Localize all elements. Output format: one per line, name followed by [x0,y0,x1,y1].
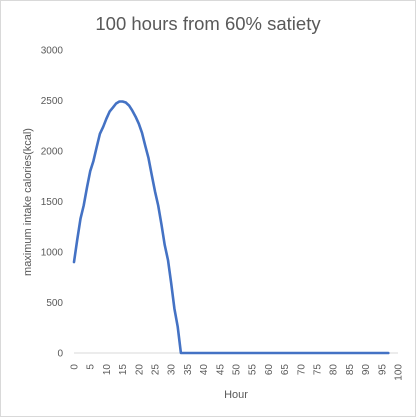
x-tick-label: 25 [151,364,162,376]
x-tick-label: 100 [394,364,405,381]
y-tick-label: 2000 [41,147,64,158]
x-tick-label: 35 [183,364,194,376]
x-tick-label: 55 [248,364,259,376]
y-tick-label: 500 [46,298,63,309]
x-tick-label: 75 [313,364,324,376]
series-line [72,100,390,355]
x-tick-label: 20 [134,364,145,376]
y-axis-title: maximum intake calories(kcal) [22,128,34,276]
x-tick-label: 30 [167,364,178,376]
x-tick-label: 50 [232,364,243,376]
x-tick-label: 5 [86,364,97,370]
x-tick-label: 65 [280,364,291,376]
x-tick-label: 60 [264,364,275,376]
x-tick-label: 10 [102,364,113,376]
y-axis: 0 500 1000 1500 2000 2500 3000 [41,46,64,360]
x-tick-label: 95 [377,364,388,376]
x-tick-label: 40 [199,364,210,376]
x-tick-label: 0 [70,364,81,370]
y-tick-label: 0 [57,349,63,360]
plot-area [72,100,390,355]
x-axis-title: Hour [224,389,248,401]
x-tick-label: 90 [361,364,372,376]
y-tick-label: 1500 [41,197,64,208]
y-tick-label: 3000 [41,46,64,57]
x-tick-label: 70 [296,364,307,376]
x-tick-label: 15 [118,364,129,376]
chart-title: 100 hours from 60% satiety [95,13,321,34]
y-tick-label: 2500 [41,96,64,107]
x-tick-label: 85 [345,364,356,376]
x-tick-label: 45 [215,364,226,376]
x-tick-label: 80 [329,364,340,376]
y-tick-label: 1000 [41,248,64,259]
x-axis: 0 5 10 15 20 25 30 35 40 45 50 55 60 65 70 75 80 85 90 95 10… [70,352,405,381]
